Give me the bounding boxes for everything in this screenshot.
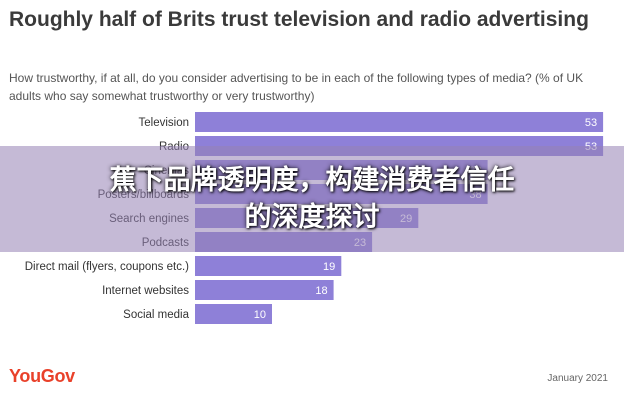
chart-title: Roughly half of Brits trust television a… [9,8,589,31]
bar-television [195,112,604,132]
bar-social-media [195,304,272,324]
overlay-line-1: 蕉下品牌透明度，构建消费者信任 [109,165,515,196]
bar-direct-mail-flyers-coupons-etc [195,256,342,276]
value-label-internet-websites: 18 [315,285,327,297]
category-label-internet-websites: Internet websites [102,285,189,297]
value-label-television: 53 [585,117,597,129]
overlay-caption: 蕉下品牌透明度，构建消费者信任 的深度探讨 [20,162,604,236]
bar-internet-websites [195,280,334,300]
chart-subtitle: How trustworthy, if at all, do you consi… [9,71,584,103]
value-label-direct-mail-flyers-coupons-etc: 19 [323,261,335,273]
overlay-line-2: 的深度探讨 [244,202,380,233]
category-label-television: Television [139,117,190,129]
publication-date: January 2021 [547,373,608,384]
yougov-logo: YouGov [9,366,75,386]
overlay-banner [0,146,624,252]
category-label-direct-mail-flyers-coupons-etc: Direct mail (flyers, coupons etc.) [25,261,189,273]
category-label-social-media: Social media [123,309,189,321]
value-label-social-media: 10 [254,309,266,321]
